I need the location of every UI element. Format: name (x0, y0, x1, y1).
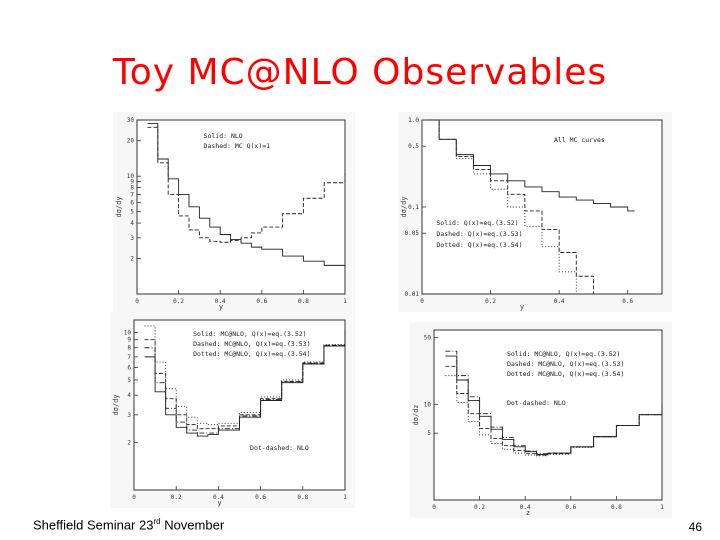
y-tick-label: 8 (127, 345, 131, 352)
legend-entry: Solid: MC@NLO, Q(x)=eq.(3.52) (507, 350, 620, 358)
y-tick-label: 20 (127, 138, 135, 145)
y-tick-label: 0.1 (408, 204, 419, 211)
x-tick-label: 0.4 (554, 298, 565, 305)
x-tick-label: 0.6 (565, 504, 576, 511)
x-tick-label: 0 (420, 298, 424, 305)
legend-entry: Dashed: Q(x)=eq.(3.53) (436, 230, 522, 238)
footer-sup: rd (153, 517, 161, 526)
y-tick-label: 10 (424, 401, 432, 408)
y-tick-label: 6 (127, 364, 131, 371)
chart-panel-2: 0 0.2 0.4 0.6 1.0 0.5 0.1 0.05 0.01 y dσ/dy All MC … (398, 112, 672, 312)
legend-entry: Dotted: MC@NLO, Q(x)=eq.(3.54) (193, 350, 310, 358)
y-tick-label: 6 (130, 199, 134, 206)
chart-4: 0 0.2 0.4 0.6 0.8 1 50 10 5 z dσ/dz Solid: MC@NLO, … (412, 329, 664, 517)
y-tick-label: 1.0 (408, 117, 419, 124)
x-tick-label: 0.8 (611, 504, 622, 511)
y-tick-label: 50 (424, 335, 432, 342)
x-tick-label: 0.6 (622, 298, 633, 305)
chart-panel-4: 0 0.2 0.4 0.6 0.8 1 50 10 5 z dσ/dz Solid: MC@NLO, … (410, 322, 672, 518)
y-tick-label: 10 (127, 173, 135, 180)
x-tick-label: 1 (343, 494, 347, 501)
y-tick-label: 5 (130, 209, 134, 216)
slide-title: Toy MC@NLO Observables (112, 52, 608, 93)
legend-entry: Dotted: Q(x)=eq.(3.54) (436, 241, 522, 249)
x-axis-label: z (526, 509, 530, 517)
x-axis-label: y (219, 303, 223, 311)
y-tick-label: 9 (127, 337, 131, 344)
y-tick-label: 3 (127, 412, 131, 419)
series-line-solid (147, 123, 346, 269)
x-tick-label: 0.2 (171, 494, 182, 501)
legend-entry: Solid: MC@NLO, Q(x)=eq.(3.52) (193, 330, 307, 338)
y-tick-label: 0.5 (408, 143, 419, 150)
x-tick-label: 0.8 (298, 298, 309, 305)
y-axis-label: dσ/dy (115, 196, 123, 217)
series-line-dotted (144, 325, 346, 426)
x-tick-label: 1 (660, 504, 664, 511)
series-line-dashed (147, 126, 346, 243)
x-tick-label: 0.2 (474, 504, 485, 511)
y-tick-label: 5 (127, 377, 131, 384)
y-tick-label: 2 (127, 440, 131, 447)
x-tick-label: 0.4 (213, 494, 224, 501)
y-tick-label: 9 (130, 179, 134, 186)
x-axis-label: y (520, 303, 524, 311)
footer-suffix: November (160, 517, 225, 533)
plot-frame (433, 329, 663, 501)
legend-entry: All MC curves (554, 136, 605, 144)
y-tick-label: 0.05 (405, 230, 420, 237)
legend-entry: Dashed: MC Q(x)=1 (204, 142, 271, 150)
y-tick-label: 2 (130, 256, 134, 263)
legend-entry: Solid: NLO (204, 132, 243, 140)
y-tick-label: 0.01 (405, 291, 420, 298)
series-line-solid (144, 329, 346, 437)
x-axis-label: y (217, 499, 221, 507)
footer-prefix: Sheffield Seminar 23 (33, 517, 154, 533)
legend-entry: Dashed: MC@NLO, Q(x)=eq.(3.53) (507, 360, 624, 368)
footer-seminar: Sheffield Seminar 23rd November (33, 517, 224, 532)
chart-2: 0 0.2 0.4 0.6 1.0 0.5 0.1 0.05 0.01 y dσ/dy All MC … (400, 117, 663, 311)
y-axis-label: dσ/dz (412, 404, 420, 425)
y-tick-label: 7 (130, 191, 134, 198)
x-tick-label: 0.2 (173, 298, 184, 305)
page-number: 46 (688, 520, 702, 534)
y-tick-label: 3 (130, 235, 134, 242)
x-tick-label: 0 (132, 494, 136, 501)
y-tick-label: 7 (127, 354, 131, 361)
y-tick-label: 10 (124, 329, 132, 336)
x-tick-label: 0 (135, 298, 139, 305)
plot-frame (133, 319, 346, 491)
x-tick-label: 0 (432, 504, 436, 511)
series-line-dotdash (144, 329, 346, 434)
legend-entry: Dashed: MC@NLO, Q(x)=eq.(3.53) (193, 340, 310, 348)
y-tick-label: 30 (127, 117, 135, 124)
y-axis-label: dσ/dy (112, 394, 120, 415)
legend-entry: Dotted: MC@NLO, Q(x)=eq.(3.54) (507, 370, 624, 378)
legend-entry: Solid: Q(x)=eq.(3.52) (436, 219, 518, 227)
x-tick-label: 0.6 (255, 494, 266, 501)
x-tick-label: 0.6 (256, 298, 267, 305)
y-tick-label: 4 (130, 220, 134, 227)
y-axis-label: dσ/dy (400, 196, 408, 217)
x-tick-label: 0.4 (520, 504, 531, 511)
y-tick-label: 4 (127, 392, 131, 399)
y-tick-label: 8 (130, 185, 134, 192)
chart-panel-3: 0 0.2 0.4 0.6 0.8 1 10 9 8 7 6 5 4 3 2 y dσ/dy Solid: MC@… (110, 312, 355, 508)
series-line-solid (428, 119, 635, 212)
x-tick-label: 0.4 (215, 298, 226, 305)
y-tick-label: 5 (427, 430, 431, 437)
x-tick-label: 1 (343, 298, 347, 305)
series-line-dotdash (445, 350, 663, 455)
chart-panel-1: 0 0.2 0.4 0.6 0.8 1 30 20 10 9 8 7 6 5 4 3 2 y dσ/dy Solid:… (113, 112, 355, 312)
x-tick-label: 0.8 (297, 494, 308, 501)
x-tick-label: 0.2 (485, 298, 496, 305)
legend-entry: Dot-dashed: NLO (250, 444, 309, 452)
legend-entry: Dot-dashed: NLO (507, 399, 566, 407)
plot-frame (136, 119, 346, 295)
